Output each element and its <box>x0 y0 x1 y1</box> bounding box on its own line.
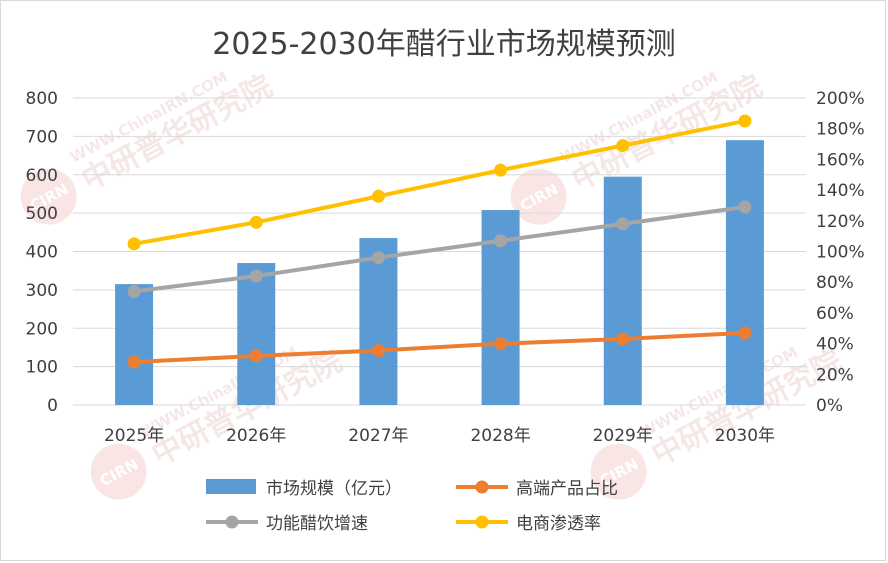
y-left-tick-label: 500 <box>26 204 58 224</box>
line-point <box>249 269 263 283</box>
watermark-logo-icon <box>590 443 647 500</box>
x-tick-label: 2025年 <box>104 426 164 446</box>
legend-marker <box>225 515 239 529</box>
chart-title: 2025-2030年醋行业市场规模预测 <box>212 27 676 62</box>
y-right-tick-label: 100% <box>816 243 865 263</box>
y-right-tick-label: 180% <box>816 120 865 140</box>
x-tick-label: 2029年 <box>593 426 653 446</box>
line-point <box>616 139 630 153</box>
y-left-tick-label: 300 <box>26 281 58 301</box>
line-point <box>371 189 385 203</box>
legend-label: 功能醋饮增速 <box>266 514 368 534</box>
line-point <box>616 332 630 346</box>
y-left-tick-label: 0 <box>47 396 58 416</box>
line-point <box>249 349 263 363</box>
y-right-tick-label: 20% <box>816 365 854 385</box>
legend-label: 高端产品占比 <box>516 479 618 499</box>
bar <box>359 238 398 405</box>
y-left-tick-label: 800 <box>26 89 58 109</box>
series-line <box>133 330 746 365</box>
y-left-tick-label: 200 <box>26 319 58 339</box>
legend-marker <box>475 480 489 494</box>
y-right-tick-label: 60% <box>816 304 854 324</box>
watermark-logo-icon <box>90 443 147 500</box>
y-left-tick-label: 700 <box>26 127 58 147</box>
bar <box>603 176 642 405</box>
legend-label: 市场规模（亿元） <box>266 479 402 499</box>
legend-marker <box>475 515 489 529</box>
y-right-tick-label: 120% <box>816 212 865 232</box>
line-point <box>738 114 752 128</box>
watermark-logo-icon <box>510 168 567 225</box>
line-point <box>494 337 508 351</box>
line-point <box>127 237 141 251</box>
line-point <box>616 217 630 231</box>
y-left-tick-label: 400 <box>26 243 58 263</box>
bar <box>115 284 154 405</box>
x-tick-label: 2028年 <box>470 426 530 446</box>
series-line <box>133 205 746 294</box>
series-line <box>133 119 746 246</box>
line-point <box>494 234 508 248</box>
x-tick-label: 2027年 <box>348 426 408 446</box>
y-right-tick-label: 0% <box>816 396 843 416</box>
y-right-tick-label: 160% <box>816 150 865 170</box>
line-point <box>249 215 263 229</box>
x-tick-label: 2030年 <box>715 426 775 446</box>
y-right-tick-label: 200% <box>816 89 865 109</box>
legend-label: 电商渗透率 <box>516 514 601 534</box>
bar <box>725 140 764 405</box>
line-point <box>738 200 752 214</box>
watermark-logo-icon <box>20 168 77 225</box>
legend-swatch <box>206 479 256 494</box>
line-point <box>371 344 385 358</box>
x-tick-label: 2026年 <box>226 426 286 446</box>
y-left-tick-label: 100 <box>26 358 58 378</box>
y-left-tick-label: 600 <box>26 166 58 186</box>
y-right-tick-label: 80% <box>816 273 854 293</box>
y-right-tick-label: 40% <box>816 335 854 355</box>
bar <box>237 263 276 405</box>
line-point <box>127 284 141 298</box>
line-point <box>127 355 141 369</box>
y-right-tick-label: 140% <box>816 181 865 201</box>
line-point <box>738 326 752 340</box>
line-point <box>494 163 508 177</box>
line-point <box>371 251 385 265</box>
